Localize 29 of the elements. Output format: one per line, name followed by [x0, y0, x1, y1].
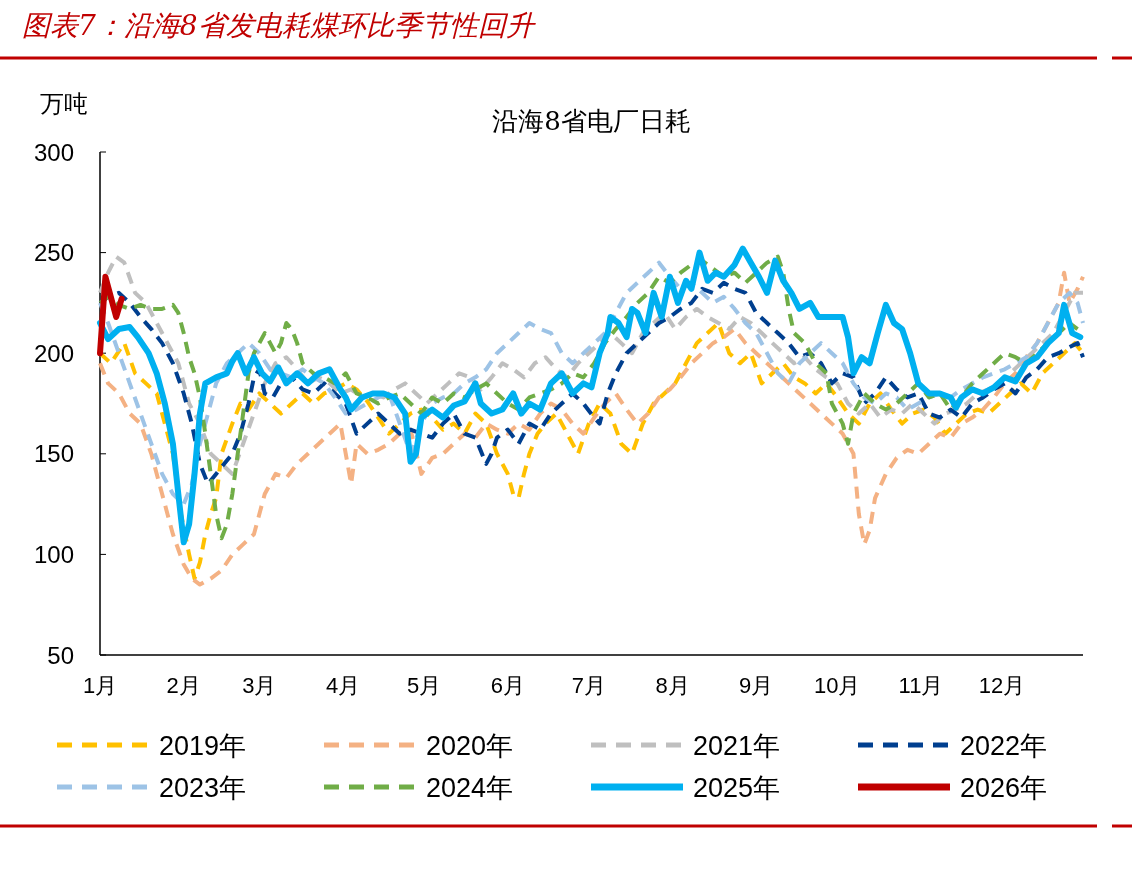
x-tick-label: 2月	[166, 673, 201, 698]
legend-label: 2026年	[960, 772, 1048, 803]
x-tick-label: 10月	[814, 673, 861, 698]
x-tick-label: 5月	[406, 673, 442, 698]
y-tick-label: 300	[33, 138, 74, 166]
x-tick-label: 4月	[325, 673, 361, 698]
x-tick-label: 1月	[82, 673, 118, 698]
x-tick-label: 11月	[898, 673, 944, 698]
legend-label: 2023年	[159, 772, 247, 803]
legend-label: 2019年	[159, 730, 247, 761]
y-tick-label: 200	[33, 339, 74, 367]
x-tick-label: 8月	[655, 673, 690, 698]
y-tick-label: 250	[33, 239, 74, 267]
chart-subtitle: 沿海8省电厂日耗	[492, 106, 691, 136]
x-tick-label: 3月	[242, 673, 277, 698]
x-tick-label: 12月	[978, 673, 1026, 698]
x-tick-label: 9月	[739, 673, 774, 698]
y-axis-title: 万吨	[40, 90, 88, 118]
legend-label: 2024年	[426, 772, 514, 803]
y-tick-label: 50	[47, 641, 74, 669]
chart-title: 图表7：沿海8省发电耗煤环比季节性回升	[22, 9, 536, 42]
legend-label: 2020年	[426, 730, 514, 761]
y-tick-label: 150	[33, 440, 74, 468]
legend-label: 2022年	[960, 730, 1048, 761]
legend-label: 2025年	[693, 772, 781, 803]
legend-label: 2021年	[693, 730, 781, 761]
x-tick-label: 6月	[490, 673, 525, 698]
x-tick-label: 7月	[571, 673, 606, 698]
y-tick-label: 100	[33, 541, 74, 569]
